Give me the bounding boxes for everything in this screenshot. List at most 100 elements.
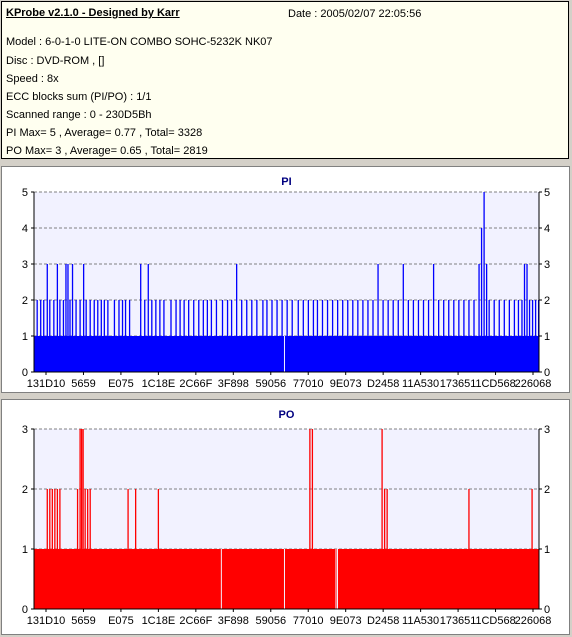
po-bar-18 <box>381 429 383 609</box>
pi-bar-83 <box>407 300 409 372</box>
info-panel: KProbe v2.1.0 - Designed by Karr Date : … <box>1 1 569 159</box>
pi-x-tick-label-11: 173651 <box>440 378 477 390</box>
po-bar-9 <box>82 429 84 609</box>
pi-bar-87 <box>427 300 430 372</box>
pi-bar-49 <box>236 264 238 372</box>
pi-bar-45 <box>215 300 218 372</box>
pi-x-tick-label-0: 131D10 <box>27 378 66 390</box>
po-bar-10 <box>84 489 86 609</box>
pi-bar-25 <box>121 300 124 372</box>
pi-bar-52 <box>251 300 253 372</box>
pi-bar-81 <box>397 300 399 372</box>
pi-bar-80 <box>392 300 394 372</box>
pi-bar-68 <box>331 300 334 372</box>
po-bar-3 <box>54 489 56 609</box>
po-bar-19 <box>383 489 386 609</box>
pi-bar-46 <box>221 300 224 372</box>
pi-bar-6 <box>56 264 59 372</box>
pi-bar-84 <box>412 300 415 372</box>
po-x-tick-label-2: E075 <box>108 615 134 627</box>
pi-x-tick-label-1: 5659 <box>71 378 95 390</box>
po-y-tick-right-1: 1 <box>544 544 550 556</box>
po-y-tick-left-0: 0 <box>22 604 28 616</box>
pi-bar-63 <box>307 300 310 372</box>
po-bar-15 <box>135 489 137 609</box>
pi-bar-37 <box>179 300 181 372</box>
po-bar-0 <box>46 489 48 609</box>
pi-bar-92 <box>453 300 455 372</box>
pi-bar-26 <box>124 300 127 372</box>
pi-bar-99 <box>483 192 485 372</box>
pi-bar-51 <box>246 300 248 372</box>
pi-bar-75 <box>367 300 369 372</box>
po-x-tick-label-12: 1CD568 <box>475 615 515 627</box>
pi-bar-93 <box>458 300 460 372</box>
pi-bar-24 <box>118 300 120 372</box>
pi-bar-5 <box>53 300 55 372</box>
po-bar-1 <box>49 489 51 609</box>
pi-bar-77 <box>377 264 379 372</box>
pi-bar-103 <box>498 300 500 372</box>
pi-bar-106 <box>513 300 516 372</box>
pi-x-tick-label-9: D2458 <box>367 378 399 390</box>
disc-line: Disc : DVD-ROM , [] <box>6 55 105 67</box>
po-bar-22 <box>531 489 533 609</box>
pi-chart-panel: PI 0 0 1 1 2 2 3 3 4 4 5 5 131D10 5659 E075 1C18E 2C66F 3F… <box>1 166 570 393</box>
pi-bar-78 <box>382 300 384 372</box>
po-x-tick-label-4: 2C66F <box>179 615 212 627</box>
po-bar-8 <box>80 429 83 609</box>
pi-bar-98 <box>480 228 483 372</box>
pi-bar-19 <box>97 300 99 372</box>
pi-bar-16 <box>85 300 87 372</box>
po-baseline-gap-3 <box>337 549 338 609</box>
po-x-tick-label-10: 11A530 <box>402 615 439 627</box>
po-x-tick-label-1: 5659 <box>71 615 95 627</box>
pi-x-tick-label-2: E075 <box>108 378 134 390</box>
pi-bar-28 <box>140 264 142 372</box>
po-bar-17 <box>311 429 314 609</box>
pi-bar-14 <box>79 300 81 372</box>
pi-bar-82 <box>402 264 404 372</box>
pi-bar-33 <box>159 300 161 372</box>
pi-chart: PI 0 0 1 1 2 2 3 3 4 4 5 5 131D10 5659 E075 1C18E 2C66F 3F… <box>22 176 551 390</box>
pi-bar-23 <box>113 300 116 372</box>
pi-bar-74 <box>362 300 364 372</box>
po-x-tick-label-5: 3F898 <box>218 615 249 627</box>
pi-y-tick-left-5: 5 <box>22 187 28 199</box>
po-bar-12 <box>89 489 91 609</box>
pi-bar-48 <box>230 300 233 372</box>
po-summary-line: PO Max= 3 , Average= 0.65 , Total= 2819 <box>6 145 208 157</box>
pi-bar-22 <box>107 300 109 372</box>
pi-bar-76 <box>372 300 374 372</box>
pi-bar-91 <box>448 300 450 372</box>
pi-bar-102 <box>493 300 495 372</box>
po-bar-4 <box>56 489 59 609</box>
pi-y-tick-right-3: 3 <box>544 259 550 271</box>
pi-bar-53 <box>256 300 258 372</box>
app-title: KProbe v2.1.0 - Designed by Karr <box>6 7 180 19</box>
pi-bar-107 <box>517 300 520 372</box>
pi-chart-title: PI <box>281 176 291 188</box>
pi-bar-71 <box>347 300 349 372</box>
pi-bar-34 <box>163 300 165 372</box>
pi-x-tick-label-5: 3F898 <box>218 378 249 390</box>
po-x-tick-label-11: 173651 <box>440 615 477 627</box>
pi-bar-60 <box>291 300 293 372</box>
pi-bar-47 <box>226 300 229 372</box>
pi-bar-64 <box>312 300 315 372</box>
pi-y-tick-right-5: 5 <box>544 187 550 199</box>
po-bar-6 <box>76 489 79 609</box>
po-baseline-gap-1 <box>283 549 285 609</box>
pi-bar-66 <box>321 300 324 372</box>
pi-bar-55 <box>266 300 268 372</box>
pi-bar-79 <box>387 300 389 372</box>
pi-y-tick-right-0: 0 <box>544 367 550 379</box>
pi-bar-42 <box>202 300 204 372</box>
po-chart-panel: PO 0 0 1 1 2 2 3 3 131D10 5659 E075 1C18E 2C66F 3F898 5… <box>1 399 570 635</box>
pi-bar-85 <box>417 300 420 372</box>
pi-bar-20 <box>100 300 102 372</box>
pi-baseline-gap-0 <box>283 336 285 372</box>
pi-bar-7 <box>59 300 61 372</box>
pi-x-tick-label-6: 59056 <box>255 378 286 390</box>
po-bar-7 <box>79 429 81 609</box>
